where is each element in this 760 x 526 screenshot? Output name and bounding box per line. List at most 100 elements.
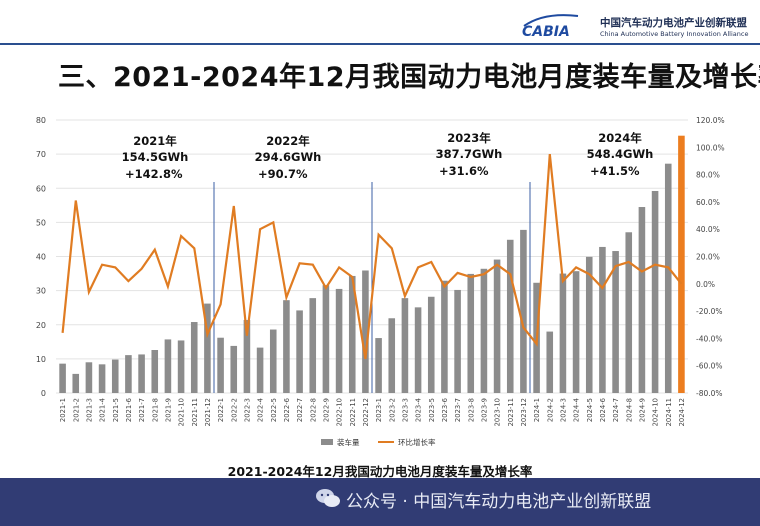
x-tick-label: 2021-5 bbox=[112, 398, 120, 422]
bar bbox=[177, 340, 185, 393]
annotation-growth: +31.6% bbox=[439, 164, 489, 178]
right-tick-label: 80.0% bbox=[696, 171, 720, 180]
annotation-growth: +142.8% bbox=[125, 167, 183, 181]
right-tick-label: 0.0% bbox=[696, 280, 715, 289]
x-tick-label: 2021-1 bbox=[59, 398, 67, 422]
x-tick-label: 2024-5 bbox=[586, 398, 594, 422]
bar bbox=[348, 275, 356, 393]
bar bbox=[480, 268, 488, 393]
cabia-logo-mark: CABIA bbox=[522, 14, 579, 38]
header-divider bbox=[0, 43, 760, 45]
bar bbox=[414, 307, 422, 393]
bar bbox=[625, 232, 633, 393]
x-tick-label: 2022-12 bbox=[362, 398, 370, 426]
right-tick-label: -80.0% bbox=[696, 389, 723, 398]
x-tick-label: 2021-12 bbox=[204, 398, 212, 426]
x-tick-label: 2022-10 bbox=[336, 398, 344, 426]
x-tick-label: 2022-1 bbox=[217, 398, 225, 422]
bar bbox=[375, 338, 382, 393]
bar bbox=[151, 350, 159, 393]
annotation-year: 2024年 bbox=[598, 131, 642, 145]
annotation-year: 2022年 bbox=[266, 134, 310, 148]
x-tick-label: 2022-5 bbox=[270, 398, 278, 422]
x-tick-label: 2021-4 bbox=[99, 398, 107, 422]
x-tick-label: 2024-6 bbox=[599, 398, 607, 422]
bar bbox=[85, 362, 93, 393]
x-tick-label: 2024-9 bbox=[638, 398, 646, 422]
left-tick-label: 80 bbox=[36, 116, 46, 125]
watermark-text: 公众号 · 中国汽车动力电池产业创新联盟 bbox=[346, 492, 652, 512]
annotation-year: 2023年 bbox=[447, 131, 491, 145]
annotation-total: 154.5GWh bbox=[122, 150, 189, 164]
x-tick-label: 2021-8 bbox=[151, 398, 159, 422]
annotation-total: 548.4GWh bbox=[587, 147, 654, 161]
x-tick-label: 2024-3 bbox=[559, 398, 567, 422]
x-tick-label: 2021-9 bbox=[164, 398, 172, 422]
bar bbox=[585, 256, 593, 393]
bar bbox=[678, 135, 685, 393]
right-tick-label: 120.0% bbox=[696, 116, 725, 125]
x-tick-label: 2023-12 bbox=[520, 398, 528, 426]
bar bbox=[493, 259, 501, 393]
x-tick-label: 2024-2 bbox=[546, 398, 554, 422]
x-tick-label: 2022-11 bbox=[349, 398, 357, 426]
bar bbox=[362, 270, 369, 393]
bar bbox=[243, 319, 251, 393]
year-annotations: 2021年 154.5GWh +142.8% 2022年 294.6GWh +90.7% 2… bbox=[122, 131, 654, 181]
bar bbox=[651, 190, 659, 393]
bar bbox=[98, 364, 106, 393]
right-tick-label: -60.0% bbox=[696, 362, 723, 371]
bar bbox=[283, 300, 290, 393]
chart-legend: 装车量 环比增长率 bbox=[321, 437, 436, 447]
annotation-growth: +41.5% bbox=[590, 164, 640, 178]
bar bbox=[111, 359, 119, 393]
left-tick-label: 20 bbox=[36, 321, 46, 330]
combo-chart: 0 10 20 30 40 50 60 70 80 -80.0% -60.0% -40.0% -20.0… bbox=[36, 116, 725, 447]
annotation-year: 2021年 bbox=[133, 134, 177, 148]
bar bbox=[612, 251, 619, 393]
bar bbox=[230, 345, 238, 393]
bar bbox=[256, 347, 264, 393]
bar bbox=[322, 285, 330, 393]
bar bbox=[217, 337, 224, 393]
annotation-total: 387.7GWh bbox=[436, 147, 503, 161]
x-tick-label: 2023-2 bbox=[388, 398, 396, 422]
wechat-icon bbox=[316, 489, 340, 507]
annotation-growth: +90.7% bbox=[258, 167, 308, 181]
x-tick-label: 2023-5 bbox=[428, 398, 436, 422]
org-name-en: China Automotive Battery Innovation Alli… bbox=[600, 30, 749, 38]
x-tick-label: 2023-6 bbox=[441, 398, 449, 422]
cabia-logo: CABIA 中国汽车动力电池产业创新联盟 China Automotive Ba… bbox=[520, 10, 760, 40]
x-tick-label: 2023-10 bbox=[494, 398, 502, 426]
bar bbox=[599, 246, 606, 393]
x-tick-label: 2021-3 bbox=[85, 398, 93, 422]
x-tick-label: 2024-1 bbox=[533, 398, 541, 422]
x-tick-label: 2021-2 bbox=[72, 398, 80, 422]
x-tick-label: 2024-7 bbox=[612, 398, 620, 422]
left-tick-label: 70 bbox=[36, 150, 46, 159]
bar bbox=[296, 310, 303, 393]
x-tick-label: 2023-11 bbox=[507, 398, 515, 426]
bar bbox=[125, 355, 132, 393]
x-tick-label: 2024-8 bbox=[625, 398, 633, 422]
page-title: 三、2021-2024年12月我国动力电池月度装车量及增长率 bbox=[58, 62, 760, 93]
x-tick-label: 2021-7 bbox=[138, 398, 146, 422]
bar bbox=[309, 298, 317, 393]
watermark-bar bbox=[0, 478, 760, 526]
bar bbox=[269, 329, 277, 393]
bar bbox=[520, 229, 527, 393]
bar bbox=[506, 239, 514, 393]
bar bbox=[441, 280, 448, 393]
x-tick-label: 2024-12 bbox=[678, 398, 686, 426]
chart-axes: 0 10 20 30 40 50 60 70 80 -80.0% -60.0% -40.0% -20.0… bbox=[36, 116, 725, 426]
left-tick-label: 40 bbox=[36, 253, 46, 262]
bar bbox=[454, 289, 461, 393]
x-tick-label: 2022-3 bbox=[243, 398, 251, 422]
bar bbox=[204, 303, 211, 393]
x-tick-label: 2023-8 bbox=[467, 398, 475, 422]
left-tick-label: 30 bbox=[36, 287, 46, 296]
legend-label-line: 环比增长率 bbox=[398, 437, 436, 447]
bar bbox=[388, 318, 396, 393]
bar bbox=[164, 339, 172, 393]
right-tick-label: 60.0% bbox=[696, 198, 720, 207]
